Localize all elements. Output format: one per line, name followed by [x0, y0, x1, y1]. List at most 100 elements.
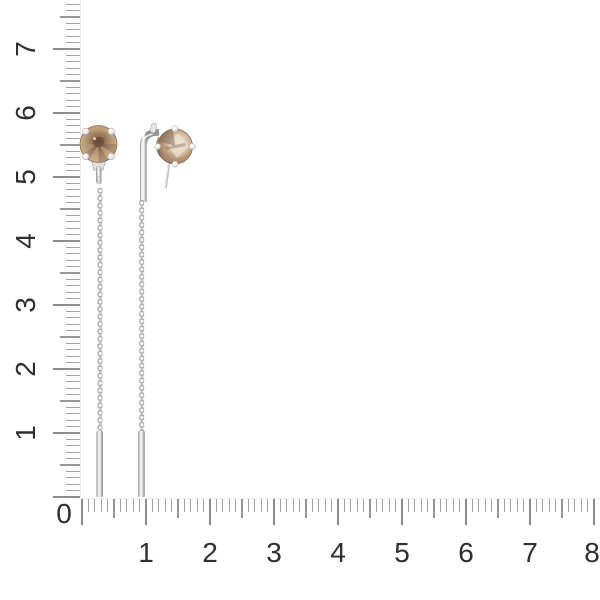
ruler-tick	[66, 451, 80, 453]
ruler-tick	[66, 297, 80, 300]
ruler-tick	[66, 201, 80, 204]
ruler-vertical-edge	[79, 0, 81, 497]
ruler-tick	[420, 499, 422, 512]
ruler-tick	[66, 29, 80, 31]
ruler-tick	[66, 99, 80, 101]
ruler-tick	[254, 499, 256, 512]
ruler-tick	[66, 278, 80, 281]
ruler-tick	[260, 499, 262, 512]
ruler-tick	[158, 499, 160, 512]
ruler-tick	[66, 221, 80, 223]
ruler-tick	[580, 499, 582, 512]
prong	[82, 127, 90, 136]
ruler-tick	[241, 499, 243, 518]
ruler-tick	[66, 425, 80, 428]
ruler-tick	[66, 150, 80, 153]
ruler-tick	[66, 406, 80, 409]
ruler-tick	[433, 499, 435, 518]
ruler-tick	[53, 432, 80, 434]
ruler-tick	[66, 445, 80, 447]
ruler-tick	[66, 93, 80, 95]
ruler-tick	[298, 499, 301, 512]
ruler-tick	[126, 499, 128, 512]
ruler-tick	[53, 176, 80, 178]
ruler-tick	[228, 499, 230, 512]
ruler-tick	[66, 361, 80, 364]
ruler-tick	[66, 41, 80, 44]
ruler-tick	[59, 464, 80, 466]
ruler-tick	[516, 499, 518, 512]
ruler-tick	[548, 499, 550, 512]
ruler-tick	[66, 105, 80, 108]
ruler-tick	[66, 374, 80, 377]
ruler-tick	[362, 499, 365, 512]
ruler-tick	[145, 499, 147, 525]
ruler-tick	[132, 499, 134, 512]
ruler-tick	[53, 368, 80, 370]
ruler-tick	[497, 499, 499, 518]
ruler-tick	[66, 157, 80, 159]
connector-slot-left	[97, 176, 101, 183]
ruler-number: 8	[584, 537, 600, 568]
ruler-tick	[190, 499, 192, 512]
ruler-tick	[471, 499, 474, 512]
ruler-tick	[574, 499, 576, 512]
ruler-tick	[426, 499, 429, 512]
ruler-tick	[66, 310, 80, 313]
ruler-tick	[330, 499, 333, 512]
ruler-number: 1	[138, 537, 154, 568]
ruler-tick	[170, 499, 173, 512]
ruler-number: 2	[10, 361, 41, 377]
ruler-tick	[535, 499, 538, 512]
ruler-tick	[318, 499, 320, 512]
ruler-tick	[66, 189, 80, 191]
threader-bar-right	[138, 431, 145, 497]
ruler-number: 3	[266, 537, 282, 568]
ruler-tick	[66, 137, 80, 140]
prong	[107, 152, 115, 161]
ruler-tick	[452, 499, 454, 512]
ruler-tick	[478, 499, 480, 512]
ruler-tick	[59, 336, 80, 338]
ruler-tick	[66, 3, 80, 5]
ruler-tick	[414, 499, 416, 512]
ruler-number: 4	[10, 233, 41, 249]
ruler-tick	[66, 323, 80, 325]
earring-right	[138, 122, 196, 497]
ruler-tick	[66, 61, 80, 63]
ruler-tick	[529, 499, 531, 525]
prong	[171, 125, 179, 133]
ruler-tick	[522, 499, 525, 512]
ruler-tick	[388, 499, 390, 512]
ruler-tick	[66, 169, 80, 172]
ruler-tick	[273, 499, 275, 525]
ruler-tick	[561, 499, 563, 518]
ruler-tick	[305, 499, 307, 518]
ruler-origin-label: 0	[56, 498, 72, 529]
ruler-tick	[66, 118, 80, 121]
ruler-tick	[66, 125, 80, 127]
ruler-tick	[53, 496, 80, 498]
ruler-number: 5	[394, 537, 410, 568]
chain-left	[97, 188, 103, 432]
ruler-tick	[593, 499, 595, 525]
ruler-tick	[382, 499, 384, 512]
ruler-tick	[209, 499, 211, 525]
ruler-tick	[66, 489, 80, 492]
ruler-tick	[177, 499, 179, 518]
ruler-tick	[66, 227, 80, 229]
ruler-tick	[554, 499, 557, 512]
ruler-tick	[66, 477, 80, 479]
ruler-tick	[66, 54, 80, 57]
ruler-number: 5	[10, 169, 41, 185]
ruler-tick	[542, 499, 544, 512]
ruler-tick	[66, 214, 80, 217]
ruler-number: 1	[10, 425, 41, 441]
ruler-tick	[247, 499, 250, 512]
ruler-tick	[66, 233, 80, 236]
ruler-tick	[66, 163, 80, 165]
ruler-tick	[394, 499, 397, 512]
ruler-tick	[59, 272, 80, 274]
ruler-tick	[59, 400, 80, 402]
